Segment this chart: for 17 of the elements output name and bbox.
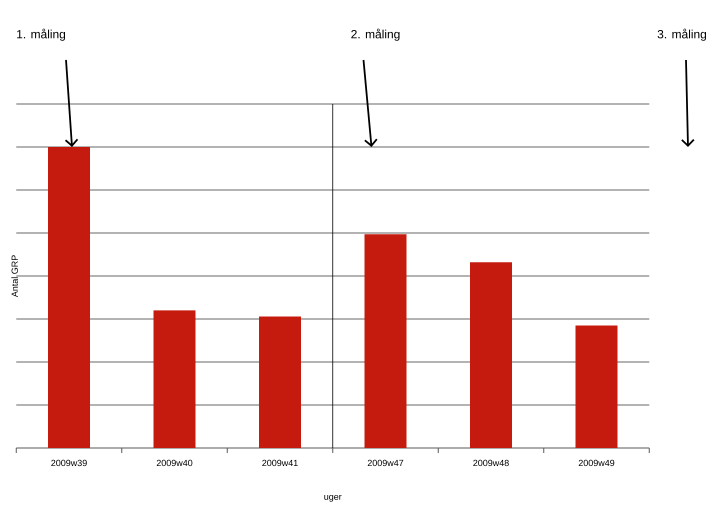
x-axis-title: uger	[324, 494, 342, 502]
bar	[364, 234, 407, 448]
text: 1. måling	[17, 28, 66, 41]
x-tick-label: 2009w41	[262, 460, 298, 466]
text: 2. måling	[351, 28, 400, 41]
y-axis-title: Antal GRP	[11, 255, 18, 298]
x-tick-label: 2009w39	[51, 460, 87, 466]
bar	[259, 316, 302, 448]
bar	[576, 325, 618, 448]
text: 3. måling	[658, 28, 706, 41]
bar	[48, 146, 90, 448]
x-tick-label: 2009w47	[368, 460, 404, 466]
x-tick-label: 2009w49	[578, 460, 614, 466]
x-tick-label: 2009w48	[473, 460, 509, 466]
bar	[470, 262, 512, 448]
bar	[154, 310, 196, 448]
x-tick-label: 2009w40	[156, 460, 192, 466]
